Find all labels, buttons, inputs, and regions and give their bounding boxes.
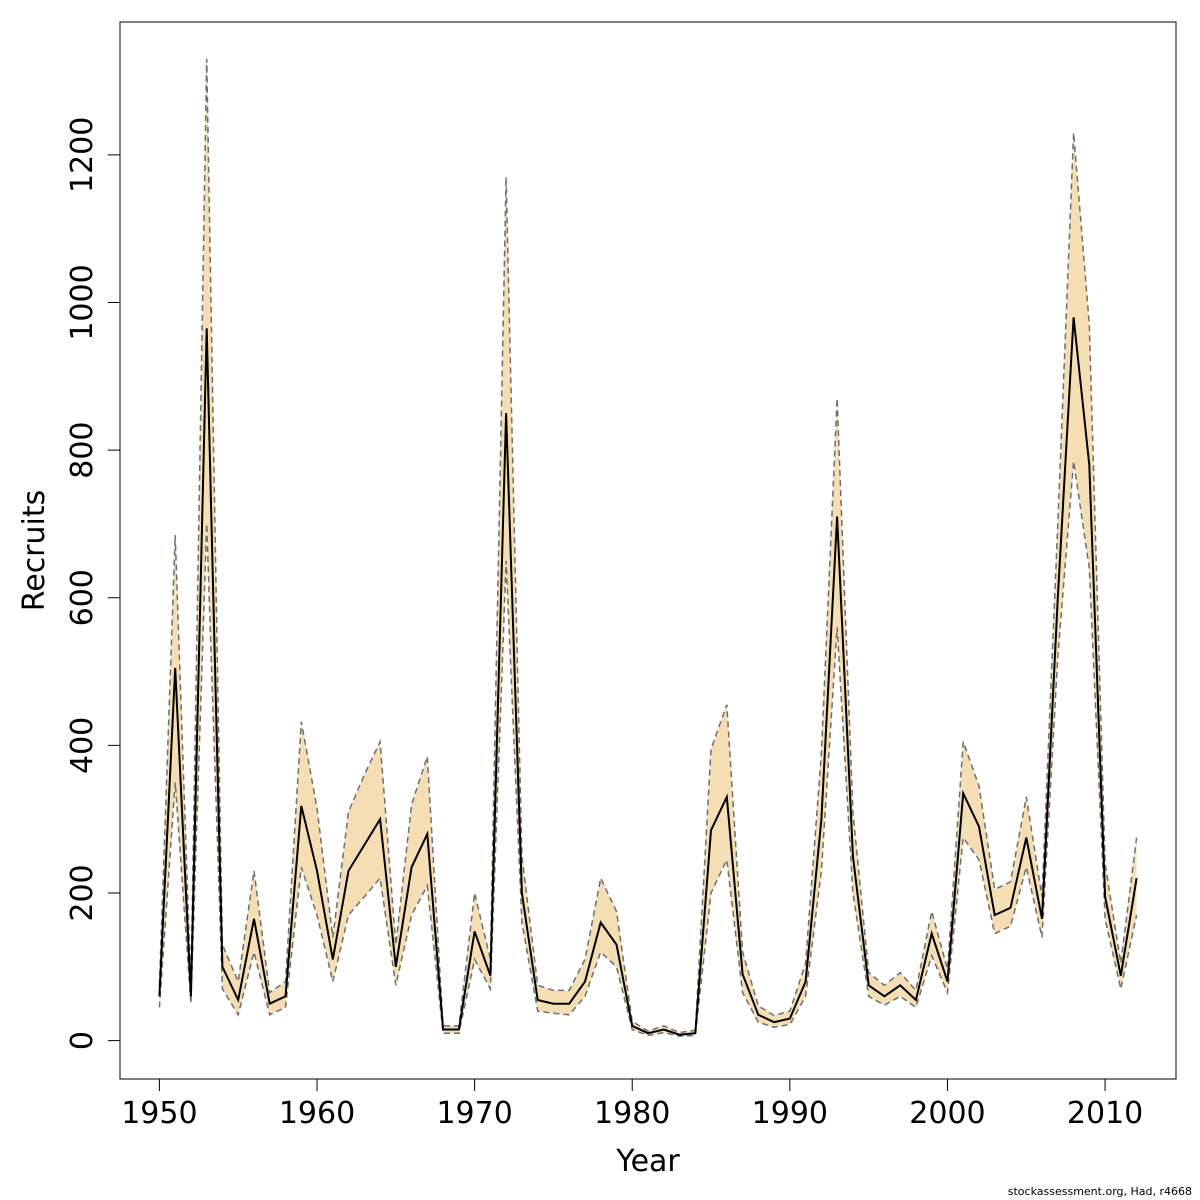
y-tick-label: 200: [65, 864, 100, 921]
y-tick-label: 400: [65, 717, 100, 774]
y-tick-label: 1200: [65, 117, 100, 193]
estimate-line: [158, 317, 1138, 1036]
y-tick-label: 800: [65, 421, 100, 478]
y-axis-title: Recruits: [17, 490, 52, 612]
plot-frame: [119, 21, 1177, 1080]
x-axis: 1950 1960 1970 1980 1990 2000 2010: [121, 1078, 1143, 1131]
x-axis-title: Year: [615, 1144, 680, 1179]
y-tick-label: 1000: [65, 264, 100, 340]
x-tick-label: 1950: [121, 1096, 197, 1131]
x-tick-label: 1990: [752, 1096, 828, 1131]
series-line-layer: [158, 58, 1138, 1037]
x-tick-label: 1960: [279, 1096, 355, 1131]
x-tick-label: 1970: [436, 1096, 512, 1131]
x-tick-label: 1980: [594, 1096, 670, 1131]
lower-bound-line: [158, 461, 1138, 1037]
y-tick-label: 0: [65, 1031, 100, 1050]
y-axis: 0 200 400 600 800 1000 1200: [65, 117, 121, 1050]
x-tick-label: 2010: [1067, 1096, 1143, 1131]
y-tick-label: 600: [65, 569, 100, 626]
upper-bound-line: [158, 58, 1138, 1034]
source-credit: stockassessment.org, Had, r4668: [1007, 1185, 1192, 1198]
x-tick-label: 2000: [909, 1096, 985, 1131]
